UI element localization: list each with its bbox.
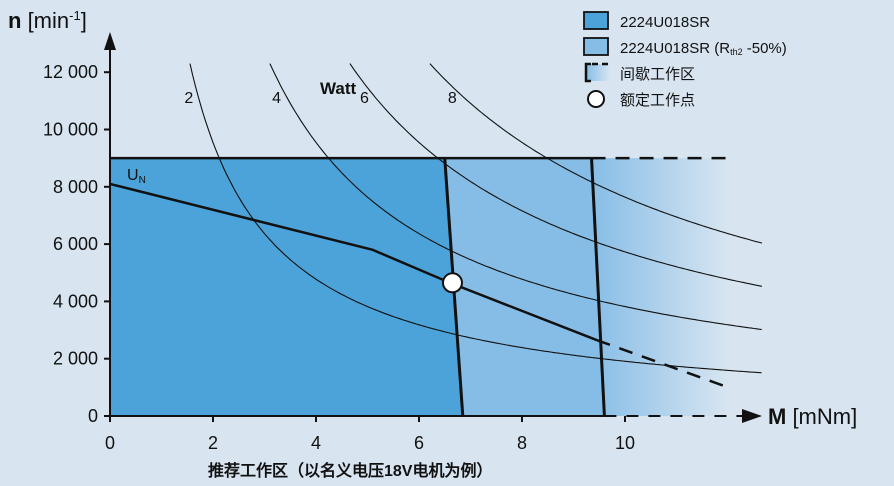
y-tick-label: 0 (88, 406, 98, 426)
x-tick-label: 2 (208, 433, 218, 453)
x-tick-label: 4 (311, 433, 321, 453)
footnote-caption: 推荐工作区（以名义电压18V电机为例） (208, 461, 492, 480)
legend-label-continuous: 2224U018SR (620, 14, 710, 31)
continuous-region (110, 158, 463, 416)
power-unit-label: Watt (320, 79, 357, 98)
power-curve-8w (429, 63, 763, 244)
power-label-2w: 2 (184, 90, 193, 107)
speed-torque-line (109, 182, 598, 342)
y-axis-title: n [min-1] (8, 8, 87, 33)
legend-swatch-intermittent (586, 64, 610, 81)
y-tick-label: 8 000 (53, 177, 98, 197)
x-axis-title: M [mNm] (768, 404, 857, 429)
y-tick-label: 4 000 (53, 291, 98, 311)
voltage-label: UN (127, 167, 146, 186)
x-axis-arrow (742, 409, 762, 423)
y-tick-label: 2 000 (53, 349, 98, 369)
power-curve-6w (349, 63, 763, 287)
y-axis-arrow (104, 32, 116, 50)
legend-swatch-continuous (583, 11, 609, 30)
x-tick-label: 10 (615, 433, 635, 453)
legend-symbol-rated-point (587, 90, 605, 108)
legend-label-extended: 2224U018SR (Rth2 -50%) (620, 40, 787, 57)
power-label-6w: 6 (360, 90, 369, 107)
power-label-8w: 8 (448, 90, 457, 107)
legend-label-intermittent: 间歇工作区 (620, 66, 695, 83)
intermittent-region (590, 158, 728, 416)
power-label-4w: 4 (272, 90, 281, 107)
x-tick-label: 0 (105, 433, 115, 453)
legend-label-rated-point: 额定工作点 (620, 92, 695, 109)
power-curve-4w (269, 63, 762, 331)
x-tick-label: 8 (517, 433, 527, 453)
extended-boundary-line (590, 158, 606, 417)
legend-swatch-extended (583, 37, 609, 56)
rated-point-marker (441, 272, 463, 294)
y-tick-label: 6 000 (53, 234, 98, 254)
y-tick-label: 12 000 (43, 62, 98, 82)
legend-swatch-intermittent-bracket (584, 62, 591, 83)
y-tick-label: 10 000 (43, 120, 98, 140)
x-tick-label: 6 (414, 433, 424, 453)
